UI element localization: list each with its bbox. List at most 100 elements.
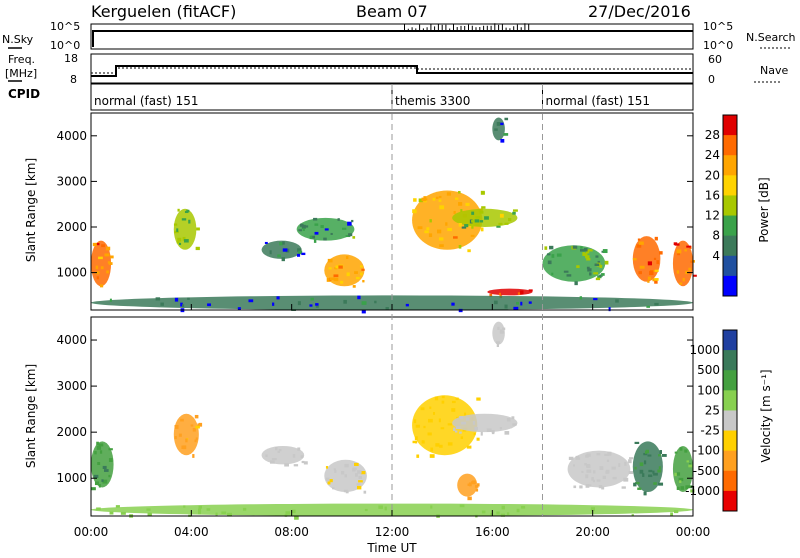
velocity-echo-region bbox=[632, 441, 667, 496]
y-tick-label: 2000 bbox=[56, 220, 87, 234]
colorbar-swatch bbox=[723, 410, 737, 432]
y-tick-label: 4000 bbox=[56, 129, 87, 143]
freq-line bbox=[91, 65, 693, 77]
freq-unit-label: [MHz] bbox=[5, 67, 37, 80]
x-tick-label: 08:00 bbox=[274, 525, 309, 539]
cpid-label: CPID bbox=[8, 87, 40, 101]
velocity-colorbar: 1000 500 100 25 -25 -100 -500 -1000 bbox=[685, 329, 738, 512]
colorbar-swatch bbox=[723, 175, 737, 196]
colorbar-swatch bbox=[723, 370, 737, 391]
power-echo-region bbox=[492, 117, 509, 143]
colorbar-swatch bbox=[723, 275, 737, 297]
power-ylabel: Slant Range [km] bbox=[24, 158, 38, 262]
nave-tick-bottom: 0 bbox=[708, 73, 715, 86]
colorbar-tick-label: -100 bbox=[693, 444, 720, 458]
colorbar-swatch bbox=[723, 330, 737, 351]
freq-panel: Freq. [MHz] 18 8 60 0 Nave CPID bbox=[5, 52, 788, 101]
colorbar-swatch bbox=[723, 155, 737, 176]
cpid-segment-label: normal (fast) 151 bbox=[94, 94, 198, 108]
colorbar-tick-label: 24 bbox=[705, 148, 720, 162]
velocity-echo-region bbox=[324, 459, 367, 494]
nsky-label: N.Sky bbox=[2, 33, 34, 46]
velocity-panel: 1000 2000 3000 4000 Slant Range [km] bbox=[24, 316, 695, 520]
x-tick-label: 20:00 bbox=[575, 525, 610, 539]
power-panel: 1000 2000 3000 4000 Slant Range [km] bbox=[24, 112, 697, 314]
y-tick-label: 3000 bbox=[56, 174, 87, 188]
x-axis-label: Time UT bbox=[366, 541, 417, 554]
noise-left-tick-bottom: 10^0 bbox=[50, 39, 80, 52]
velocity-echo-region bbox=[452, 413, 518, 436]
colorbar-swatch bbox=[723, 235, 737, 257]
noise-panel: N.Sky 10^5 10^0 10^5 10^0 N.Search bbox=[2, 20, 796, 52]
power-colorbar-label: Power [dB] bbox=[757, 177, 771, 242]
colorbar-swatch bbox=[723, 195, 737, 217]
colorbar-tick-label: 4 bbox=[712, 249, 720, 263]
velocity-echo-region bbox=[173, 413, 203, 458]
colorbar-tick-label: 16 bbox=[705, 188, 720, 202]
power-echo-region bbox=[412, 190, 486, 253]
freq-tick-bottom: 8 bbox=[70, 73, 77, 86]
y-tick-label: 1000 bbox=[56, 471, 87, 485]
colorbar-swatch bbox=[723, 470, 737, 492]
colorbar-tick-label: 20 bbox=[705, 168, 720, 182]
velocity-echo-region bbox=[672, 445, 695, 493]
colorbar-swatch bbox=[723, 350, 737, 371]
colorbar-tick-label: 500 bbox=[697, 363, 720, 377]
x-axis: 00:00 04:00 08:00 12:00 16:00 20:00 00:00 bbox=[74, 304, 711, 539]
x-tick-label: 12:00 bbox=[375, 525, 410, 539]
velocity-echo-region bbox=[412, 395, 481, 458]
y-tick-label: 2000 bbox=[56, 425, 87, 439]
colorbar-swatch bbox=[723, 450, 737, 472]
power-echo-region bbox=[632, 236, 663, 284]
colorbar-tick-label: 8 bbox=[712, 229, 720, 243]
y-tick-label: 3000 bbox=[56, 379, 87, 393]
freq-tick-top: 18 bbox=[64, 52, 78, 65]
noise-right-tick-bottom: 10^0 bbox=[703, 39, 733, 52]
colorbar-tick-label: 25 bbox=[705, 403, 720, 417]
date-title: 27/Dec/2016 bbox=[588, 2, 691, 21]
noise-spikes bbox=[404, 23, 530, 31]
velocity-echo-region bbox=[91, 441, 114, 491]
station-title: Kerguelen (fitACF) bbox=[91, 2, 236, 21]
colorbar-tick-label: -25 bbox=[700, 424, 720, 438]
colorbar-swatch bbox=[723, 430, 737, 452]
cpid-segment-label: normal (fast) 151 bbox=[546, 94, 650, 108]
mode-separators bbox=[391, 84, 543, 516]
colorbar-tick-label: 12 bbox=[705, 209, 720, 223]
power-colorbar: 28 24 20 16 12 8 4 bbox=[705, 114, 738, 297]
x-tick-label: 16:00 bbox=[475, 525, 510, 539]
power-echo-region bbox=[324, 254, 365, 288]
power-echo-region bbox=[296, 217, 356, 243]
nave-line bbox=[91, 67, 693, 74]
velocity-echo-region bbox=[492, 321, 506, 348]
velocity-echo-region bbox=[261, 445, 308, 467]
velocity-echo-region bbox=[567, 450, 634, 490]
nave-tick-top: 60 bbox=[708, 53, 722, 66]
nave-label: Nave bbox=[760, 64, 788, 77]
cpid-segment-label: themis 3300 bbox=[395, 94, 470, 108]
power-echo-region bbox=[173, 208, 200, 251]
colorbar-tick-label: -500 bbox=[693, 464, 720, 478]
power-echo-region bbox=[261, 240, 306, 262]
power-echo-region bbox=[452, 208, 518, 229]
velocity-ylabel: Slant Range [km] bbox=[24, 364, 38, 468]
beam-title: Beam 07 bbox=[356, 2, 428, 21]
y-tick-label: 4000 bbox=[56, 333, 87, 347]
power-echo-region bbox=[542, 245, 609, 286]
colorbar-swatch bbox=[723, 135, 737, 156]
velocity-echo-region bbox=[457, 473, 480, 501]
power-echo-region bbox=[91, 240, 114, 288]
colorbar-swatch bbox=[723, 115, 737, 136]
nsearch-label: N.Search bbox=[746, 31, 796, 44]
colorbar-tick-label: 1000 bbox=[689, 343, 720, 357]
colorbar-tick-label: 28 bbox=[705, 128, 720, 142]
noise-left-tick-top: 10^5 bbox=[50, 20, 80, 33]
colorbar-swatch bbox=[723, 390, 737, 411]
colorbar-swatch bbox=[723, 215, 737, 237]
x-tick-label: 00:00 bbox=[676, 525, 711, 539]
noise-right-tick-top: 10^5 bbox=[703, 20, 733, 33]
colorbar-swatch bbox=[723, 255, 737, 277]
colorbar-tick-label: -1000 bbox=[685, 484, 720, 498]
velocity-colorbar-label: Velocity [m s⁻¹] bbox=[759, 369, 773, 462]
